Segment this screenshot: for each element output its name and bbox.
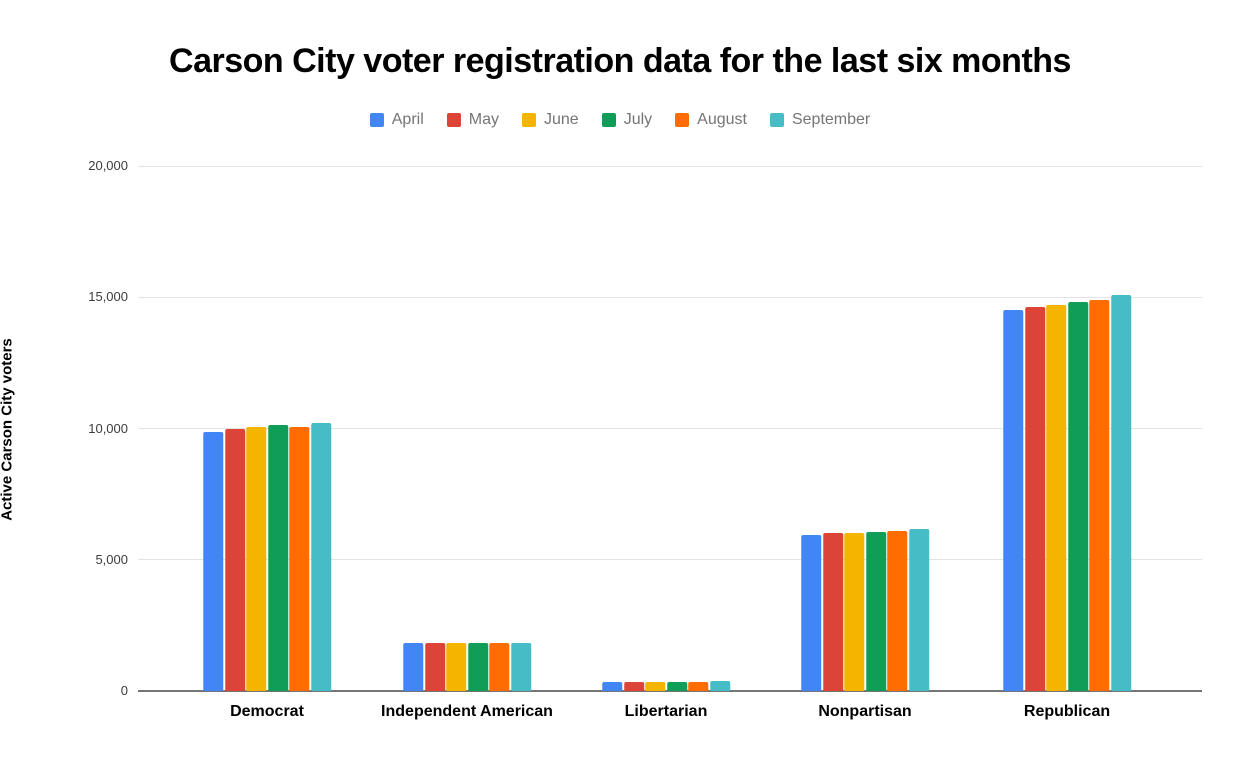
legend-swatch-icon [601,113,616,127]
bar-september-nonpartisan[interactable] [908,529,929,691]
legend-label: July [623,111,653,128]
x-axis-baseline [138,690,1202,692]
bar-may-independent-american[interactable] [424,643,445,691]
legend-swatch-icon [522,113,536,127]
bar-june-republican[interactable] [1046,305,1067,691]
gridline-20000 [138,165,1202,167]
y-tick-label-10000: 10,000 [88,420,128,436]
legend-label: May [468,111,499,128]
plot-area: 0 5,000 10,000 15,000 20,000 [88,158,1202,698]
x-label-independent-american: Independent American [381,703,553,720]
x-label-republican: Republican [1023,703,1111,720]
legend-swatch-icon [446,113,461,127]
bar-group-libertarian [602,681,730,691]
bar-april-democrat[interactable] [203,432,224,691]
bar-group-republican [1003,295,1131,691]
legend-label: June [544,111,579,128]
bar-group-independent-american [403,643,531,691]
x-label-democrat: Democrat [230,703,304,720]
bar-july-libertarian[interactable] [666,682,687,691]
legend-label: August [697,111,747,128]
legend-item-april[interactable]: April [369,111,424,129]
bar-august-libertarian[interactable] [688,682,709,691]
bar-group-nonpartisan [801,529,929,691]
x-label-libertarian: Libertarian [624,703,708,720]
bar-april-libertarian[interactable] [602,682,623,691]
bar-may-republican[interactable] [1024,307,1045,691]
bar-august-independent-american[interactable] [489,643,510,691]
gridline-5000 [138,559,1202,561]
bar-june-democrat[interactable] [246,427,267,691]
y-tick-label-0: 0 [120,683,128,698]
legend-item-july[interactable]: July [601,111,653,129]
legend-label: April [391,111,424,128]
x-label-nonpartisan: Nonpartisan [818,703,912,720]
legend-item-may[interactable]: May [446,111,499,129]
bar-august-republican[interactable] [1089,300,1110,691]
bar-group-democrat [203,423,331,691]
y-tick-label-15000: 15,000 [88,289,128,305]
legend-swatch-icon [675,113,690,127]
bar-july-democrat[interactable] [267,425,288,691]
chart-legend: April May June July August September [0,111,1240,129]
legend-item-june[interactable]: June [522,111,579,129]
bar-april-republican[interactable] [1003,310,1024,691]
y-tick-label-5000: 5,000 [95,551,128,567]
bar-june-libertarian[interactable] [645,682,666,691]
bar-august-nonpartisan[interactable] [887,531,908,691]
legend-item-august[interactable]: August [675,111,747,129]
bar-september-independent-american[interactable] [510,643,531,691]
bar-september-democrat[interactable] [310,423,331,691]
y-axis-title: Active Carson City voters [0,338,16,521]
legend-item-september[interactable]: September [769,111,871,129]
bar-april-independent-american[interactable] [403,643,424,691]
legend-swatch-icon [369,113,384,127]
bar-may-democrat[interactable] [224,429,245,691]
bar-may-nonpartisan[interactable] [822,533,843,691]
gridline-10000 [138,428,1202,429]
bar-april-nonpartisan[interactable] [801,535,822,691]
bar-september-republican[interactable] [1110,295,1131,691]
bar-june-independent-american[interactable] [446,643,467,691]
legend-label: September [791,111,871,128]
y-tick-label-20000: 20,000 [88,158,128,173]
gridline-15000 [138,296,1202,298]
bar-july-nonpartisan[interactable] [865,532,886,691]
bar-july-independent-american[interactable] [467,643,488,691]
bar-july-republican[interactable] [1067,302,1088,691]
legend-swatch-icon [769,113,784,127]
bar-august-democrat[interactable] [289,427,310,691]
bar-june-nonpartisan[interactable] [844,533,865,691]
bar-september-libertarian[interactable] [709,681,730,691]
bar-may-libertarian[interactable] [623,682,644,691]
chart-title: Carson City voter registration data for … [169,42,1071,80]
